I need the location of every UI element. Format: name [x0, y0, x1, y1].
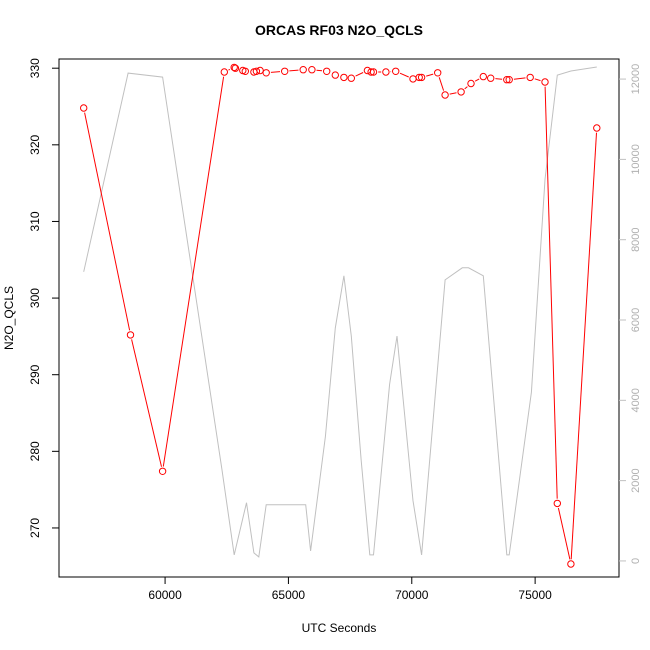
- primary-series: [80, 63, 601, 568]
- primary-data-point: [126, 331, 135, 339]
- y2-tick-label: 2000: [630, 468, 642, 492]
- primary-data-point: [80, 104, 88, 112]
- y-tick-label: 300: [28, 288, 42, 308]
- primary-data-point: [382, 68, 390, 76]
- y-tick-label: 270: [28, 518, 42, 538]
- chart-title: ORCAS RF03 N2O_QCLS: [255, 22, 423, 38]
- primary-series-segment: [544, 86, 558, 499]
- y2-tick-label: 10000: [630, 144, 642, 175]
- x-axis-label: UTC Seconds: [302, 621, 377, 635]
- primary-data-point: [593, 124, 601, 132]
- primary-data-point: [262, 69, 270, 77]
- primary-series-segment: [84, 112, 131, 331]
- primary-data-point: [434, 69, 442, 77]
- primary-data-point: [567, 560, 575, 568]
- secondary-y-axis: 0 2000 4000 6000 8000 10000 12000: [619, 64, 642, 564]
- y-tick-label: 320: [28, 134, 42, 154]
- primary-data-point: [308, 66, 316, 74]
- primary-data-point: [479, 72, 487, 81]
- primary-series-segment: [438, 77, 445, 91]
- y-tick-label: 330: [28, 58, 42, 78]
- primary-data-point: [252, 67, 261, 76]
- primary-data-point: [256, 66, 264, 75]
- plot-area-frame: [58, 58, 620, 578]
- primary-data-point: [505, 76, 513, 84]
- primary-data-point: [392, 67, 400, 76]
- primary-series-segment: [426, 73, 434, 77]
- primary-series-segment: [474, 78, 480, 82]
- primary-series-segment: [131, 339, 162, 467]
- x-tick-label: 65000: [272, 588, 306, 602]
- primary-series-segment: [289, 69, 299, 72]
- primary-data-point: [367, 68, 375, 76]
- primary-series-segment: [534, 78, 541, 82]
- y-axis-label: N2O_QCLS: [2, 286, 16, 350]
- y-axis: 270 280 290 300 310 320 330: [28, 58, 59, 538]
- primary-data-point: [230, 63, 238, 72]
- secondary-series-line: [83, 66, 597, 558]
- primary-series-segment: [557, 507, 571, 560]
- y2-tick-label: 8000: [630, 227, 642, 251]
- primary-series-segment: [270, 71, 281, 73]
- primary-data-point: [526, 73, 534, 82]
- primary-series-segment: [399, 72, 409, 78]
- primary-series-segment: [162, 76, 225, 467]
- primary-data-point: [417, 73, 426, 82]
- primary-data-point: [369, 68, 378, 76]
- y2-tick-label: 6000: [630, 308, 642, 332]
- primary-data-point: [281, 67, 289, 76]
- primary-data-point: [415, 73, 423, 82]
- primary-data-point: [503, 76, 511, 84]
- y2-tick-label: 12000: [630, 64, 642, 95]
- primary-series-segment: [513, 77, 526, 80]
- primary-data-point: [363, 66, 372, 75]
- primary-data-point: [231, 64, 240, 72]
- primary-series-segment: [355, 72, 364, 77]
- primary-series-segment: [570, 132, 597, 560]
- x-tick-label: 75000: [518, 588, 552, 602]
- primary-series-segment: [464, 86, 468, 90]
- primary-data-point: [347, 74, 355, 82]
- primary-data-point: [220, 68, 229, 76]
- x-tick-label: 70000: [395, 588, 429, 602]
- primary-series-segment: [316, 69, 323, 72]
- primary-data-point: [487, 74, 495, 82]
- primary-data-point: [553, 499, 561, 508]
- primary-data-point: [158, 467, 167, 475]
- primary-series-segment: [449, 92, 457, 95]
- primary-data-point: [457, 88, 465, 96]
- primary-series-segment: [495, 78, 503, 80]
- y-tick-label: 290: [28, 364, 42, 384]
- primary-data-point: [241, 67, 250, 76]
- secondary-series: [83, 66, 597, 558]
- y2-tick-label: 4000: [630, 388, 642, 412]
- primary-data-point: [331, 71, 339, 79]
- primary-data-point: [467, 79, 475, 88]
- primary-data-point: [323, 67, 331, 76]
- primary-data-point: [340, 73, 348, 82]
- x-tick-label: 60000: [148, 588, 182, 602]
- y-tick-label: 280: [28, 441, 42, 461]
- primary-data-point: [441, 91, 449, 99]
- primary-data-point: [409, 75, 417, 83]
- y2-tick-label: 0: [630, 558, 642, 564]
- x-axis: 60000 65000 70000 75000: [148, 577, 552, 602]
- primary-series-segment: [228, 68, 231, 71]
- y-tick-label: 310: [28, 211, 42, 231]
- primary-data-point: [541, 78, 549, 86]
- primary-data-point: [299, 66, 307, 74]
